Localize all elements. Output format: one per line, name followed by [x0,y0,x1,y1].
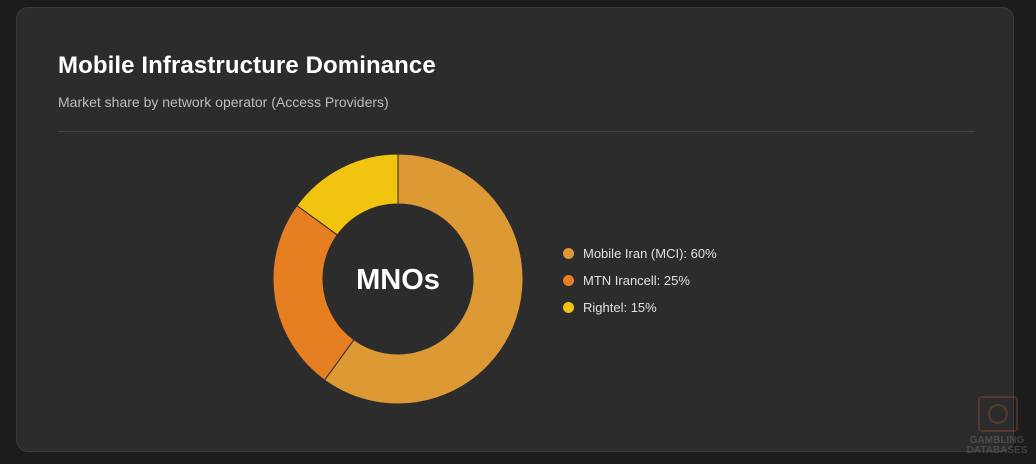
watermark-line-2: DATABASES [966,445,1028,456]
donut-slice-rightel[interactable] [296,153,399,236]
legend-item-irancell[interactable]: MTN Irancell: 25% [563,267,717,294]
legend-item-mci[interactable]: Mobile Iran (MCI): 60% [563,240,717,267]
header-divider [58,131,975,132]
legend-swatch-irancell [563,275,574,286]
donut-slice-irancell[interactable] [272,204,355,381]
legend-label-mci: Mobile Iran (MCI): 60% [583,246,717,261]
donut-center-label: MNOs [356,264,440,296]
watermark-text: GAMBLING DATABASES [962,436,1032,456]
legend-label-rightel: Rightel: 15% [583,300,657,315]
watermark-logo-icon [978,396,1018,432]
watermark: GAMBLING DATABASES [962,396,1032,462]
donut-slice-mci[interactable] [323,153,524,405]
chart-title: Mobile Infrastructure Dominance [58,52,436,79]
chart-subtitle: Market share by network operator (Access… [58,94,389,110]
watermark-line-1: GAMBLING [969,435,1025,446]
legend-swatch-rightel [563,302,574,313]
chart-legend: Mobile Iran (MCI): 60% MTN Irancell: 25%… [563,240,717,321]
chart-card: Mobile Infrastructure Dominance Market s… [16,7,1014,452]
legend-label-irancell: MTN Irancell: 25% [583,273,690,288]
legend-item-rightel[interactable]: Rightel: 15% [563,294,717,321]
legend-swatch-mci [563,248,574,259]
donut-chart: MNOs [272,153,524,405]
